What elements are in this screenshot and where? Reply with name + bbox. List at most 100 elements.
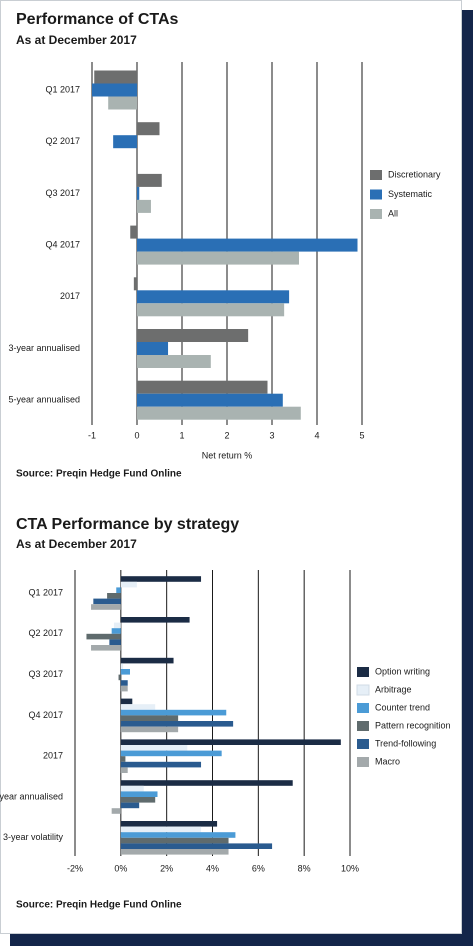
x-tick-label: 4 bbox=[314, 430, 319, 440]
bar bbox=[120, 657, 174, 664]
chart-title: CTA Performance by strategy bbox=[16, 516, 239, 533]
bar bbox=[137, 303, 285, 317]
bar bbox=[120, 849, 229, 855]
legend-label: Counter trend bbox=[375, 702, 430, 712]
x-tick-label: -2% bbox=[67, 863, 83, 873]
x-tick-label: 5 bbox=[359, 430, 364, 440]
chart-subtitle: As at December 2017 bbox=[16, 537, 137, 551]
bar bbox=[118, 674, 121, 681]
legend-swatch bbox=[357, 667, 369, 677]
legend-swatch bbox=[370, 209, 382, 219]
bar bbox=[94, 70, 137, 84]
bar bbox=[137, 199, 151, 213]
y-tick-label: 5-year annualised bbox=[8, 395, 80, 405]
bar bbox=[113, 622, 121, 629]
bar bbox=[120, 826, 202, 833]
frame bbox=[0, 0, 462, 934]
x-tick-label: -1 bbox=[88, 430, 96, 440]
y-tick-label: 3-year annualised bbox=[8, 343, 80, 353]
bar bbox=[113, 135, 137, 149]
bar bbox=[91, 645, 121, 651]
bar bbox=[92, 83, 137, 97]
bar bbox=[137, 186, 140, 200]
x-tick-label: 2% bbox=[160, 863, 173, 873]
bar bbox=[108, 96, 137, 110]
bar bbox=[137, 406, 301, 420]
source-note: Source: Preqin Hedge Fund Online bbox=[16, 469, 182, 480]
bar bbox=[137, 393, 283, 407]
bar bbox=[91, 604, 121, 610]
bar bbox=[120, 750, 222, 757]
y-tick-label: Q2 2017 bbox=[28, 628, 63, 638]
source-note: Source: Preqin Hedge Fund Online bbox=[16, 900, 182, 911]
bar bbox=[137, 122, 160, 136]
bar bbox=[120, 832, 236, 838]
bar bbox=[120, 617, 190, 623]
bar bbox=[120, 767, 128, 773]
bar bbox=[120, 756, 126, 762]
y-tick-label: Q1 2017 bbox=[45, 84, 80, 94]
legend-label: Option writing bbox=[375, 666, 430, 676]
bar bbox=[120, 685, 128, 692]
legend-label: Trend-following bbox=[375, 738, 436, 748]
y-tick-label: Q3 2017 bbox=[45, 188, 80, 198]
legend-swatch bbox=[357, 703, 369, 713]
legend-swatch bbox=[356, 684, 370, 696]
bar bbox=[111, 808, 121, 814]
bar bbox=[120, 837, 229, 844]
bar bbox=[120, 576, 202, 582]
y-tick-label: 2017 bbox=[43, 751, 63, 761]
legend-label: Systematic bbox=[388, 189, 433, 199]
legend-swatch bbox=[357, 721, 369, 731]
x-tick-label: 0% bbox=[114, 863, 127, 873]
x-tick-label: 3 bbox=[269, 430, 274, 440]
bar bbox=[120, 791, 158, 797]
bar bbox=[120, 843, 273, 849]
bar bbox=[137, 329, 249, 342]
legend-swatch bbox=[357, 757, 369, 767]
x-tick-label: 2 bbox=[224, 430, 229, 440]
legend-swatch bbox=[370, 170, 382, 180]
x-tick-label: 6% bbox=[252, 863, 265, 873]
bar bbox=[120, 669, 130, 675]
y-tick-label: Q3 2017 bbox=[28, 669, 63, 679]
bar bbox=[130, 225, 137, 239]
bar bbox=[133, 277, 137, 291]
bar bbox=[120, 709, 227, 716]
legend-swatch bbox=[357, 739, 369, 749]
bar bbox=[137, 238, 358, 252]
legend-label: All bbox=[388, 208, 398, 218]
y-tick-label: 2017 bbox=[60, 291, 80, 301]
bar bbox=[120, 726, 179, 733]
bar bbox=[86, 633, 121, 640]
y-tick-label: Q4 2017 bbox=[28, 710, 63, 720]
bar bbox=[120, 739, 341, 745]
y-tick-label: Q2 2017 bbox=[45, 136, 80, 146]
bar bbox=[120, 704, 156, 710]
bar bbox=[120, 698, 133, 705]
chart-title: Performance of CTAs bbox=[16, 11, 179, 28]
x-tick-label: 1 bbox=[179, 430, 184, 440]
bar bbox=[120, 797, 156, 803]
bar bbox=[120, 680, 128, 686]
bar bbox=[120, 780, 293, 786]
y-tick-label: 3-year annualised bbox=[0, 791, 63, 801]
bar bbox=[137, 290, 290, 304]
x-tick-label: 8% bbox=[298, 863, 311, 873]
chart-subtitle: As at December 2017 bbox=[16, 33, 137, 47]
bar bbox=[116, 587, 121, 593]
x-tick-label: 10% bbox=[341, 863, 359, 873]
bar bbox=[120, 581, 137, 588]
legend-label: Arbitrage bbox=[375, 684, 412, 694]
bar bbox=[120, 745, 188, 751]
bar bbox=[137, 380, 268, 394]
bar bbox=[93, 598, 121, 605]
y-tick-label: Q4 2017 bbox=[45, 239, 80, 249]
y-tick-label: Q1 2017 bbox=[28, 587, 63, 597]
bar bbox=[120, 802, 140, 809]
bar bbox=[137, 251, 299, 265]
bar bbox=[120, 761, 202, 768]
x-axis-label: Net return % bbox=[202, 450, 253, 460]
